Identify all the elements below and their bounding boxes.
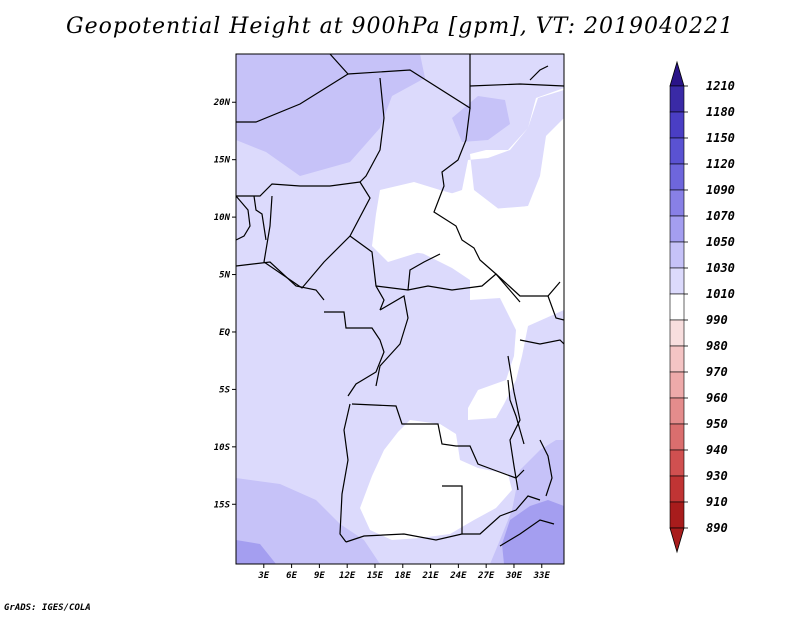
border-zambia-mozambique <box>462 495 541 535</box>
colorbar-top-arrow <box>669 60 685 87</box>
lon-tick-label: 21E <box>421 571 439 581</box>
latitude-axis: 20N 15N 10N 5N EQ 5S 10S 15S <box>213 98 236 510</box>
colorbar-segment <box>669 137 685 165</box>
border-west-coast <box>236 195 251 241</box>
lon-tick-label: 15E <box>367 571 384 581</box>
border-drc-angola <box>351 403 525 479</box>
border-horn <box>529 65 549 81</box>
colorbar-segment <box>669 475 685 503</box>
border-gulf-coast <box>236 261 325 301</box>
colorbar-label: 960 <box>706 391 728 405</box>
colorbar-label: 970 <box>706 365 728 379</box>
lon-tick-label: 33E <box>533 571 551 581</box>
border-sudan-chad <box>433 107 497 275</box>
colorbar-label: 1120 <box>706 157 735 171</box>
border-tanzania <box>519 339 564 345</box>
colorbar-label: 1210 <box>706 79 735 93</box>
border-east-edge <box>547 295 564 321</box>
colorbar-label: 1090 <box>706 183 735 197</box>
border-libya-chad <box>329 54 471 110</box>
border-lake-tanganyika <box>507 379 525 445</box>
border-sudan-south <box>495 273 561 297</box>
colorbar-segment <box>669 189 685 217</box>
lon-tick-label: 18E <box>395 571 412 581</box>
colorbar-label: 1030 <box>706 261 735 275</box>
lat-tick-label: 5N <box>219 271 230 281</box>
colorbar-label: 930 <box>706 469 728 483</box>
field-center-low-2 <box>372 182 476 260</box>
lon-tick-label: 27E <box>477 571 495 581</box>
border-algeria-niger <box>236 73 349 123</box>
colorbar: 1210 1180 1150 1120 1090 1070 1050 1030 1010 990 9… <box>669 60 735 554</box>
field-south-low <box>360 420 512 540</box>
border-angola-zambia <box>345 485 463 543</box>
lon-tick-label: 30E <box>505 571 523 581</box>
colorbar-segment <box>669 111 685 139</box>
map-frame <box>235 53 565 565</box>
border-gabon <box>324 311 385 397</box>
colorbar-segment <box>669 267 685 295</box>
border-niger-nigeria <box>236 181 361 197</box>
colorbar-segment <box>669 215 685 243</box>
longitude-axis: 3E 6E 9E 12E 15E 18E 21E 24E 27E 30E 33E <box>257 564 550 581</box>
border-east-lakes <box>507 355 521 491</box>
height-field <box>236 54 564 564</box>
lon-tick-label: 12E <box>339 571 356 581</box>
colorbar-label: 1150 <box>706 131 735 145</box>
lon-tick-label: 3E <box>257 571 269 581</box>
lat-tick-label: 5S <box>219 385 230 395</box>
colorbar-label: 940 <box>706 443 728 457</box>
colorbar-bottom-arrow <box>669 527 685 554</box>
lat-tick-label: EQ <box>219 328 230 338</box>
field-southeast-higher <box>502 500 564 564</box>
colorbar-label: 1050 <box>706 235 735 249</box>
lat-tick-label: 15S <box>214 500 231 510</box>
border-niger-chad <box>359 77 385 183</box>
colorbar-label: 890 <box>706 521 728 535</box>
colorbar-segment <box>669 319 685 347</box>
colorbar-segment <box>669 423 685 451</box>
chart-title: Geopotential Height at 900hPa [gpm], VT:… <box>66 14 734 39</box>
field-northeast-high <box>452 96 510 142</box>
colorbar-segment <box>669 85 685 113</box>
colorbar-segment <box>669 345 685 373</box>
border-nigeria-cameroon <box>263 181 371 289</box>
colorbar-segment <box>669 371 685 399</box>
border-angola-coast <box>339 403 351 543</box>
lon-tick-label: 24E <box>449 571 467 581</box>
colorbar-label: 1070 <box>706 209 735 223</box>
colorbar-segment <box>669 163 685 191</box>
colorbar-segment <box>669 501 685 529</box>
field-north-high <box>236 54 425 176</box>
lon-tick-label: 9E <box>314 571 325 581</box>
colorbar-segment <box>669 397 685 425</box>
lat-tick-label: 10S <box>214 443 231 453</box>
colorbar-label: 1180 <box>706 105 735 119</box>
field-southwest-higher <box>236 540 276 564</box>
border-west-2 <box>253 195 267 241</box>
colorbar-label: 990 <box>706 313 728 327</box>
colorbar-segment <box>669 241 685 269</box>
colorbar-segment <box>669 293 685 321</box>
colorbar-segment <box>669 449 685 477</box>
colorbar-label: 980 <box>706 339 728 353</box>
border-car-north <box>407 253 441 291</box>
lat-tick-label: 15N <box>214 156 231 166</box>
colorbar-label: 1010 <box>706 287 735 301</box>
border-ne-corner <box>469 83 564 87</box>
grads-credit: GrADS: IGES/COLA <box>4 603 91 613</box>
lat-tick-label: 20N <box>213 98 231 108</box>
field-southwest-high <box>236 478 380 564</box>
border-congo-drc <box>375 295 409 387</box>
lon-tick-label: 6E <box>286 571 297 581</box>
border-lake-malawi <box>539 439 553 497</box>
colorbar-label: 950 <box>706 417 728 431</box>
border-southeast <box>499 519 555 547</box>
borders <box>236 54 564 547</box>
colorbar-label: 910 <box>706 495 728 509</box>
lat-tick-label: 10N <box>214 213 231 223</box>
